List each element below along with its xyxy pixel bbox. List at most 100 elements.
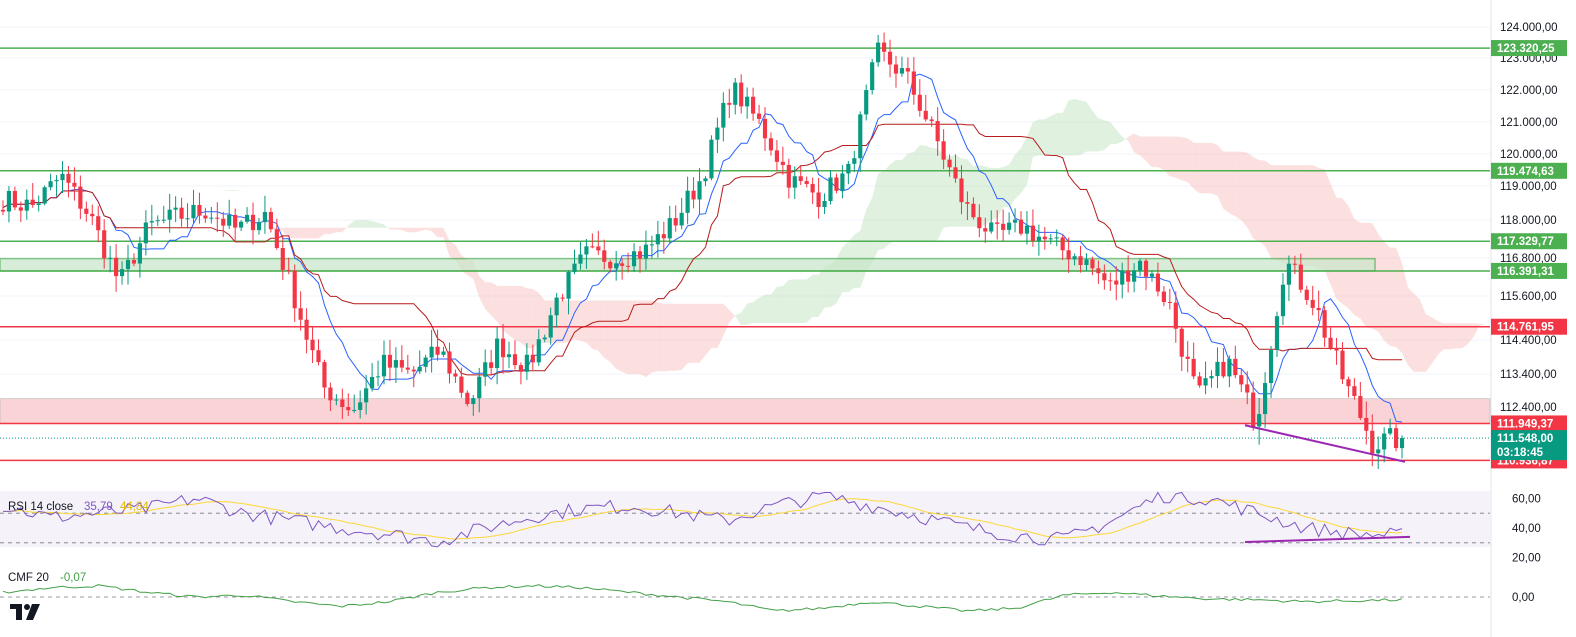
candle <box>173 207 178 210</box>
candle <box>453 373 458 377</box>
candle <box>292 270 297 309</box>
candle <box>1066 250 1071 260</box>
cloud-segment <box>711 303 718 349</box>
candle <box>887 51 893 65</box>
cloud-segment <box>235 190 242 191</box>
cloud-segment <box>663 303 670 372</box>
cloud-segment <box>651 300 658 373</box>
candle <box>364 388 369 403</box>
candle <box>244 214 250 222</box>
candle <box>655 234 660 245</box>
candle <box>1227 358 1232 377</box>
candle <box>947 159 952 168</box>
candle <box>810 183 815 193</box>
cmf-legend-title: CMF 20 <box>8 572 49 584</box>
cloud-segment <box>723 303 730 336</box>
candle <box>191 204 196 219</box>
cloud-segment <box>306 227 313 239</box>
candle <box>1328 337 1333 349</box>
candle <box>1090 259 1095 269</box>
cloud-segment <box>634 300 640 375</box>
candle <box>298 308 303 320</box>
price-tag: 111.949,37 <box>1491 415 1567 432</box>
cloud-segment <box>717 303 724 349</box>
candle <box>239 221 244 228</box>
cloud-segment <box>378 222 384 228</box>
candle <box>1298 264 1303 290</box>
candle <box>66 173 71 183</box>
candle <box>917 94 922 111</box>
candle <box>786 164 791 188</box>
candle <box>1054 237 1059 239</box>
candle <box>1143 260 1149 277</box>
candle <box>661 234 666 239</box>
candle <box>524 354 529 372</box>
candle <box>852 158 857 164</box>
candle <box>1072 256 1077 260</box>
candle <box>1102 273 1107 281</box>
candle <box>1173 302 1178 329</box>
y-tick-label: 119.000,00 <box>1500 181 1557 193</box>
cloud-segment <box>580 300 587 343</box>
candle <box>572 263 577 272</box>
cloud-segment <box>229 190 236 191</box>
cloud-segment <box>943 154 950 228</box>
candle <box>679 212 684 226</box>
rsi-legend-value: 35,79 <box>84 501 113 513</box>
divergence-line <box>1244 424 1406 463</box>
price-tag: 117.329,77 <box>1491 233 1567 250</box>
cloud-segment <box>497 285 504 331</box>
candle <box>1268 350 1274 384</box>
cloud-segment <box>747 302 754 325</box>
candle <box>822 201 827 208</box>
candle <box>1334 348 1339 351</box>
candle <box>1012 219 1018 223</box>
candle <box>322 362 327 388</box>
candle <box>590 246 595 248</box>
candle <box>804 181 809 184</box>
cloud-segment <box>616 300 623 372</box>
price-tag-label: 116.391,31 <box>1497 266 1555 278</box>
cloud-segment <box>437 227 444 238</box>
candle <box>18 207 23 211</box>
cloud-segment <box>1062 100 1069 156</box>
price-tag: 116.391,31 <box>1491 262 1567 279</box>
cloud-segment <box>592 300 599 351</box>
cloud-segment <box>389 227 396 230</box>
candle <box>1239 375 1244 385</box>
price-tag-bg <box>1491 40 1567 57</box>
ichimoku-cloud <box>157 99 1486 378</box>
candle <box>721 102 726 128</box>
candle <box>1280 284 1286 317</box>
candle <box>637 251 643 259</box>
cloud-segment <box>1443 323 1450 350</box>
cloud-segment <box>330 227 337 234</box>
rsi-ma-legend-value: 44,84 <box>120 501 149 513</box>
rsi-legend[interactable]: RSI 14 close 35,79 44,84 <box>8 501 149 513</box>
cloud-segment <box>937 148 944 240</box>
cloud-segment <box>1050 113 1057 156</box>
candle <box>965 202 970 204</box>
price-tags: 123.320,25 119.474,63 117.329,77 116.391,31… <box>1491 40 1567 469</box>
cloud-segment <box>693 303 700 363</box>
cloud-segment <box>1259 160 1266 247</box>
candle <box>358 402 363 410</box>
cmf-legend[interactable]: CMF 20 -0,07 <box>8 572 86 584</box>
candle <box>1364 417 1369 431</box>
candle <box>1096 268 1101 274</box>
cloud-segment <box>503 285 510 336</box>
support-zone <box>0 398 1491 424</box>
cloud-segment <box>1336 197 1343 304</box>
candle <box>1358 396 1363 418</box>
cloud-segment <box>1449 323 1456 350</box>
candle <box>1007 222 1012 230</box>
cloud-segment <box>312 227 319 239</box>
cloud-segment <box>812 274 819 317</box>
cloud-segment <box>443 227 450 257</box>
cloud-segment <box>931 147 938 242</box>
level-lines <box>0 47 1490 462</box>
candle <box>1203 378 1208 386</box>
cloud-segment <box>1461 323 1468 349</box>
candle <box>435 346 440 355</box>
